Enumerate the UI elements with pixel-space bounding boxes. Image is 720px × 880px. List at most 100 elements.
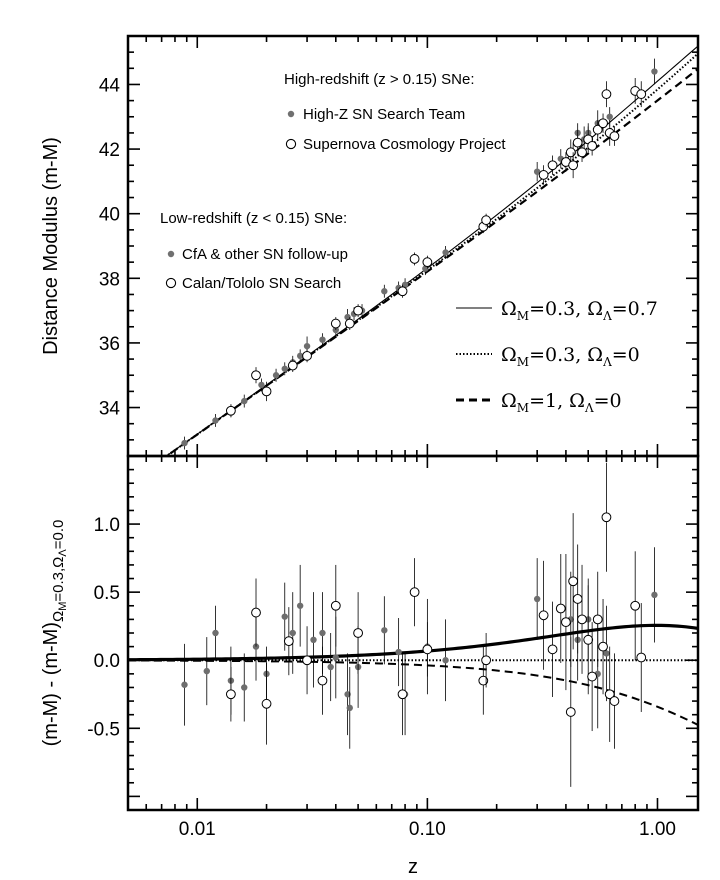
residual-point-open <box>601 512 612 523</box>
top-point-filled <box>533 168 541 175</box>
residual-point-filled <box>442 657 449 664</box>
omega-m-symbol: Ω <box>501 298 517 320</box>
model-ol-eq: = <box>612 298 628 320</box>
residual-point-open <box>577 614 587 625</box>
model-curve-residual-dashed <box>128 659 698 726</box>
top-point-open <box>577 147 587 158</box>
legend-calan-marker <box>165 277 177 289</box>
omega-m-symbol: Ω <box>501 390 517 412</box>
top-point-open <box>261 386 272 397</box>
residual-point-open <box>568 576 579 587</box>
residual-point-open <box>409 587 420 598</box>
omega-m-symbol: Ω <box>501 344 517 366</box>
top-point-open <box>225 405 236 416</box>
residual-point-filled <box>310 636 317 644</box>
residual-point-open <box>251 607 261 618</box>
residual-point-open <box>636 652 647 663</box>
top-point-open <box>397 286 408 297</box>
omega-m-subscript: M <box>517 309 529 323</box>
top-point-open <box>598 118 608 129</box>
omega-l-subscript: Λ <box>584 401 594 415</box>
residual-point-open <box>478 675 489 686</box>
omega-l-subscript: Λ <box>602 355 612 369</box>
top-point-filled <box>258 381 265 389</box>
residual-point-filled <box>289 629 296 637</box>
top-point-filled <box>319 336 326 343</box>
model-ol-eq: = <box>612 344 628 366</box>
top-y-tick-label: 36 <box>99 334 120 355</box>
residual-point-filled <box>395 648 402 656</box>
residual-point-open <box>538 610 549 621</box>
ylabel-main: (m-M) - (m-M) <box>40 622 62 746</box>
legend-scp-label: Supernova Cosmology Project <box>303 136 506 153</box>
top-point-open <box>547 160 558 171</box>
legend-high-z-marker <box>287 110 295 118</box>
residual-point-open <box>630 600 641 611</box>
bottom-y-tick-label: -0.5 <box>87 719 120 740</box>
top-y-tick-label: 40 <box>99 205 120 226</box>
top-y-tick-label: 42 <box>99 140 120 161</box>
residual-point-filled <box>327 663 334 671</box>
model-om-number: 0.3 <box>545 298 575 320</box>
residual-point-filled <box>319 629 326 637</box>
top-point-open <box>601 89 612 100</box>
bottom-y-axis-title: (m-M) - (m-M)ΩM=0.3,ΩΛ=0.0 <box>40 520 69 747</box>
top-y-tick-label: 44 <box>99 75 121 96</box>
residual-point-filled <box>346 704 353 712</box>
top-point-filled <box>296 352 304 360</box>
legend-model-solid: ΩM=0.3, ΩΛ=0.7 <box>501 298 658 323</box>
model-om-eq: = <box>529 390 545 412</box>
omega-l-symbol: Ω <box>587 298 603 320</box>
top-point-filled <box>606 113 613 120</box>
top-point-filled <box>303 342 311 350</box>
x-tick-label: 0.01 <box>179 819 216 840</box>
residual-point-filled <box>296 602 304 609</box>
top-point-open <box>609 131 620 142</box>
top-point-open <box>302 350 312 361</box>
model-sep: , <box>575 298 587 320</box>
model-om-number: 1 <box>545 390 557 412</box>
ylabel-ol-val: =0.0 <box>50 520 67 550</box>
residual-point-open <box>261 698 272 709</box>
model-sep: , <box>557 390 569 412</box>
model-ol-number: 0 <box>610 390 622 412</box>
model-om-eq: = <box>529 344 545 366</box>
model-sep: , <box>575 344 587 366</box>
top-point-open <box>592 124 603 135</box>
top-point-open <box>538 170 549 180</box>
residual-point-filled <box>651 591 658 599</box>
residual-point-open <box>317 675 328 686</box>
residual-point-open <box>302 655 312 666</box>
residual-point-filled <box>381 627 388 634</box>
residual-point-filled <box>212 629 219 637</box>
model-ol-eq: = <box>594 390 610 412</box>
ylabel-m-sub: M <box>57 602 69 611</box>
top-point-filled <box>651 68 658 75</box>
top-point-open <box>251 370 261 381</box>
residual-point-filled <box>603 650 610 657</box>
top-y-axis-title: Distance Modulus (m-M) <box>40 137 62 355</box>
top-point-open <box>636 89 647 100</box>
residual-point-open <box>422 644 433 655</box>
x-tick-label: 1.00 <box>639 819 676 840</box>
residual-point-open <box>283 636 294 647</box>
legend-scp-marker <box>285 138 297 150</box>
ylabel-omega-l: Ω <box>50 557 67 568</box>
residual-point-open <box>547 644 558 655</box>
top-point-open <box>344 318 355 329</box>
residual-point-filled <box>241 684 248 691</box>
residual-point-open <box>587 671 598 682</box>
top-point-filled <box>181 439 188 447</box>
model-om-value: = <box>529 298 545 320</box>
residual-point-open <box>592 614 603 625</box>
omega-m-subscript: M <box>517 355 529 369</box>
top-point-open <box>587 140 598 151</box>
residual-point-open <box>397 689 408 700</box>
top-point-open <box>422 257 433 268</box>
top-point-filled <box>241 397 248 405</box>
ylabel-l-sub: Λ <box>57 549 69 557</box>
residual-point-open <box>572 594 583 604</box>
residual-point-filled <box>203 667 210 675</box>
top-point-open <box>330 318 341 329</box>
